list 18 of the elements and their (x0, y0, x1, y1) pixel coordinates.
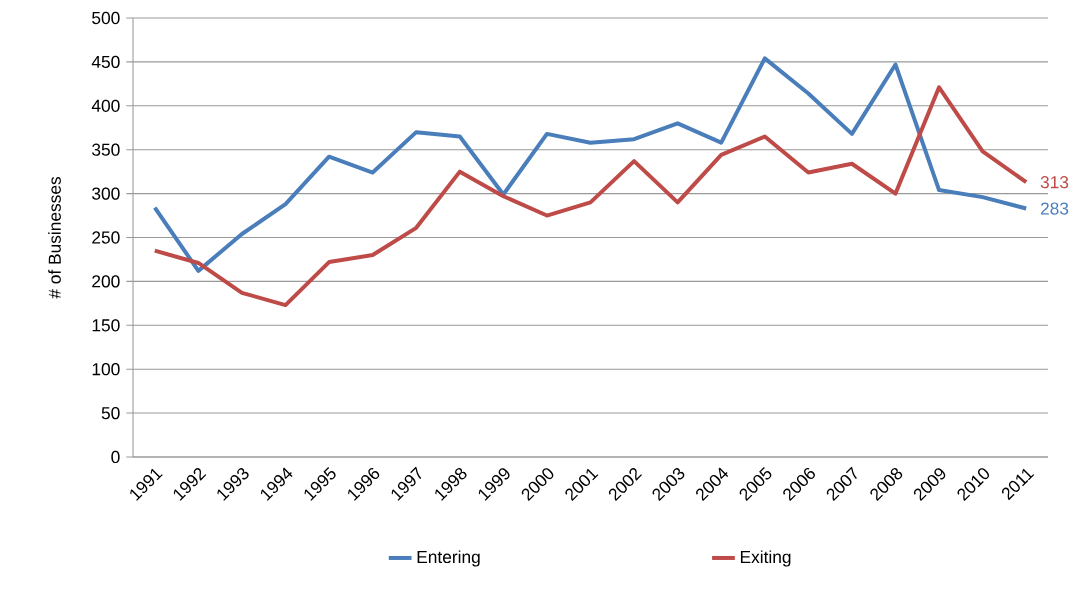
line-series (152, 85, 1029, 308)
line-series (152, 56, 1029, 273)
y-tick-label: 100 (92, 363, 120, 376)
y-tick-label: 50 (101, 406, 120, 420)
y-tick-label: 300 (92, 187, 120, 200)
legend-label: Exiting (740, 550, 791, 567)
y-tick-label: 450 (91, 55, 120, 69)
y-tick-label: 500 (92, 11, 120, 25)
y-tick-label: 400 (91, 99, 120, 112)
y-tick-label: 250 (92, 231, 120, 244)
annotation: 283 (1040, 202, 1069, 215)
y-tick-label: 350 (92, 143, 120, 156)
y-tick-label: 200 (92, 275, 120, 288)
annotation: 313 (1040, 176, 1069, 189)
y-tick-label: 0 (111, 450, 120, 464)
y-tick-label: 150 (92, 319, 120, 332)
y-axis-title: # of Businesses (48, 176, 61, 299)
legend-label: Entering (417, 550, 480, 567)
